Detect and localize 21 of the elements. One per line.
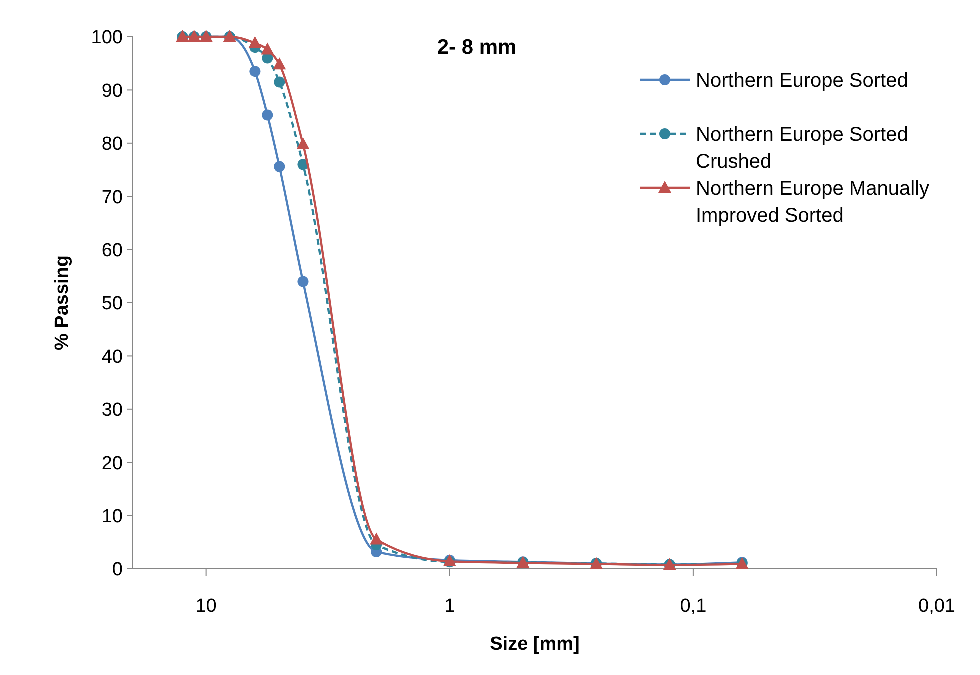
- y-tick-label: 10: [102, 506, 123, 528]
- y-tick-label: 100: [91, 28, 123, 49]
- chart-title: 2- 8 mm: [437, 36, 517, 59]
- x-tick-label: 1: [444, 596, 456, 617]
- legend-label: Northern Europe Sorted: [696, 70, 908, 92]
- legend-label: Northern Europe Sorted Crushed: [696, 124, 908, 173]
- y-axis-title: % Passing: [52, 255, 73, 351]
- y-tick-label: 80: [102, 134, 123, 156]
- x-tick-label: 0,01: [918, 596, 956, 617]
- y-tick-label: 20: [102, 453, 123, 474]
- y-tick-label: 50: [102, 294, 123, 315]
- y-tick-label: 90: [102, 80, 123, 102]
- y-tick-label: 70: [102, 187, 123, 208]
- y-tick-label: 30: [102, 400, 123, 422]
- legend-label: Northern Europe Manually Improved Sorted: [696, 178, 930, 227]
- x-tick-label: 0,1: [680, 596, 707, 617]
- x-axis-title: Size [mm]: [490, 634, 580, 655]
- y-tick-label: 40: [102, 346, 123, 368]
- x-tick-label: 10: [196, 596, 217, 617]
- y-tick-label: 60: [102, 240, 123, 262]
- y-tick-label: 0: [112, 560, 123, 581]
